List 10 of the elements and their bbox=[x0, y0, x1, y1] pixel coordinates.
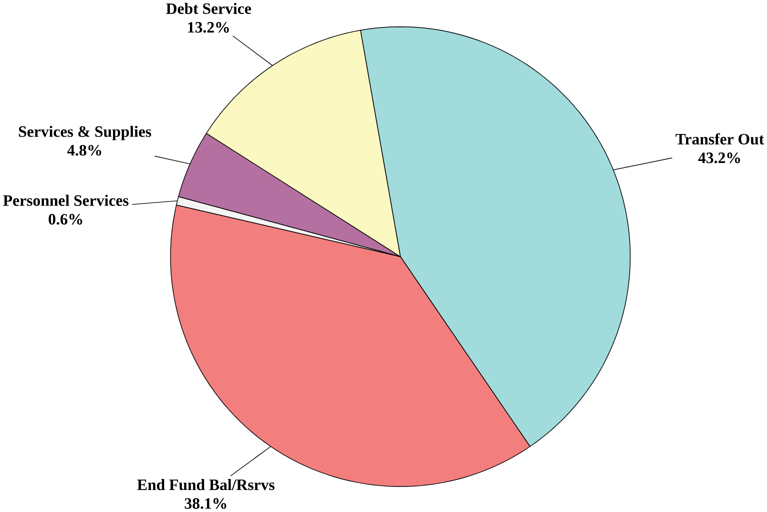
slice-label: Debt Service bbox=[166, 2, 251, 14]
data-label: 43.2% bbox=[698, 152, 740, 164]
slice-label: Personnel Services bbox=[3, 194, 128, 206]
slice-label: End Fund Bal/Rsrvs bbox=[137, 479, 274, 490]
data-label: 4.8% bbox=[67, 145, 102, 156]
data-label: 0.6% bbox=[48, 214, 82, 225]
slice-label: Services & Supplies bbox=[18, 126, 152, 140]
slice-label: Transfer Out bbox=[676, 133, 764, 145]
data-label: 38.1% bbox=[184, 498, 226, 510]
data-label: 13.2% bbox=[188, 22, 229, 33]
